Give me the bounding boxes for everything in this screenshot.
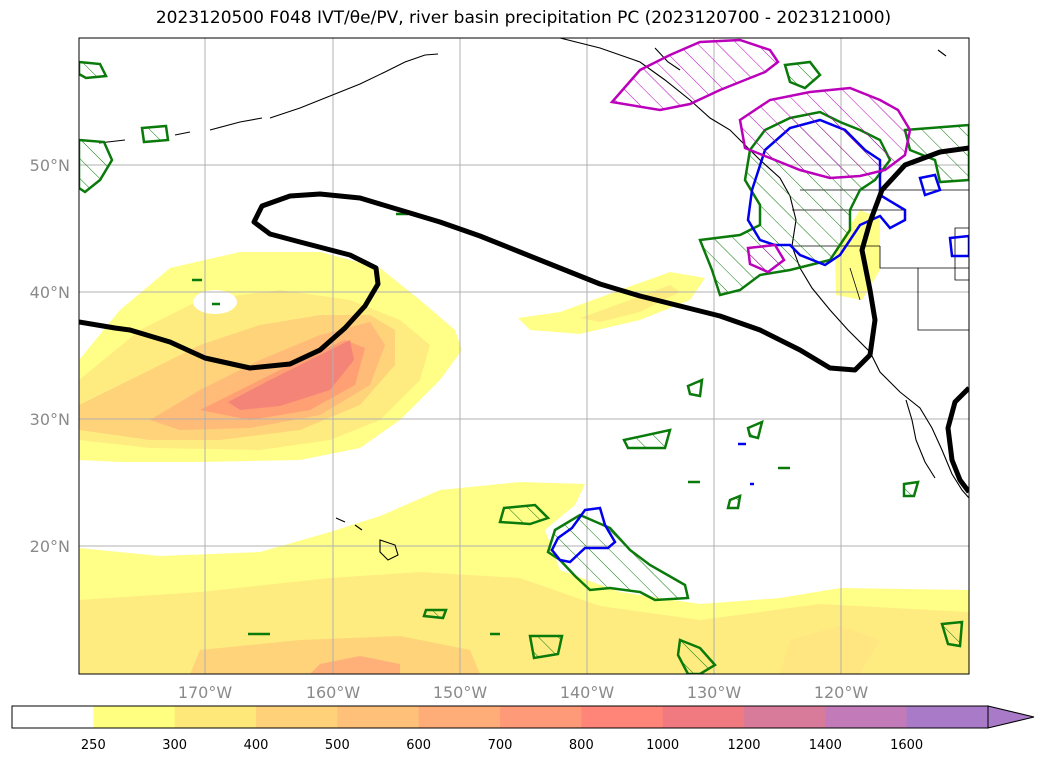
colorbar-tick-label: 300: [162, 738, 187, 753]
colorbar-outline: [11, 705, 989, 729]
colorbar-tick-label: 1400: [809, 738, 842, 753]
lon-label: 140°W: [560, 683, 615, 702]
colorbar-swatch: [500, 706, 582, 728]
magenta-precip-contours: [609, 38, 912, 274]
map-title: 2023120500 F048 IVT/θe/PV, river basin p…: [155, 8, 892, 28]
lat-label: 40°N: [30, 283, 70, 302]
colorbar-tick-label: 700: [488, 738, 513, 753]
colorbar-tick-label: 800: [569, 738, 594, 753]
lon-label: 170°W: [178, 683, 233, 702]
ivt-shading-south: [79, 482, 969, 674]
colorbar-tick-label: 1600: [890, 738, 923, 753]
colorbar: 250 300 400 500 600 700 800 1000 1200 1400 1600: [11, 705, 1035, 753]
longitude-labels: 170°W 160°W 150°W 140°W 130°W 120°W: [178, 683, 869, 702]
lat-label: 50°N: [30, 156, 70, 175]
colorbar-swatch: [581, 706, 664, 728]
colorbar-tick-label: 500: [325, 738, 350, 753]
colorbar-swatch: [825, 706, 908, 728]
colorbar-extend-arrow: [987, 705, 1035, 729]
colorbar-swatch: [662, 706, 745, 728]
colorbar-swatch: [418, 706, 501, 728]
colorbar-swatch: [256, 706, 338, 728]
colorbar-swatch: [906, 706, 989, 728]
black-pv-contour: [79, 145, 969, 494]
colorbar-tick-label: 600: [406, 738, 431, 753]
colorbar-tick-label: 1000: [646, 738, 679, 753]
lat-label: 20°N: [30, 537, 70, 556]
lon-label: 160°W: [306, 683, 361, 702]
lon-label: 150°W: [433, 683, 488, 702]
colorbar-swatch: [337, 706, 420, 728]
colorbar-tick-label: 400: [244, 738, 269, 753]
colorbar-swatch: [12, 706, 94, 728]
latitude-labels: 50°N 40°N 30°N 20°N: [30, 156, 70, 556]
colorbar-tick-label: 1200: [727, 738, 760, 753]
colorbar-swatch: [174, 706, 257, 728]
lon-label: 120°W: [814, 683, 869, 702]
colorbar-swatch: [93, 706, 176, 728]
colorbar-tick-label: 250: [81, 738, 106, 753]
lat-label: 30°N: [30, 410, 70, 429]
lon-label: 130°W: [687, 683, 742, 702]
colorbar-swatch: [744, 706, 826, 728]
